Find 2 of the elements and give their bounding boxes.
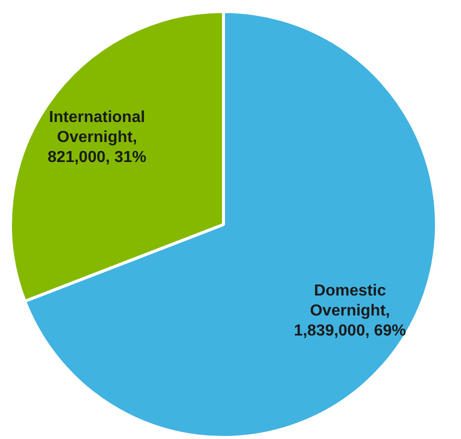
slice-label: Domestic Overnight, 1,839,000, 69%: [294, 282, 406, 340]
slice-label: International Overnight, 821,000, 31%: [48, 109, 146, 166]
